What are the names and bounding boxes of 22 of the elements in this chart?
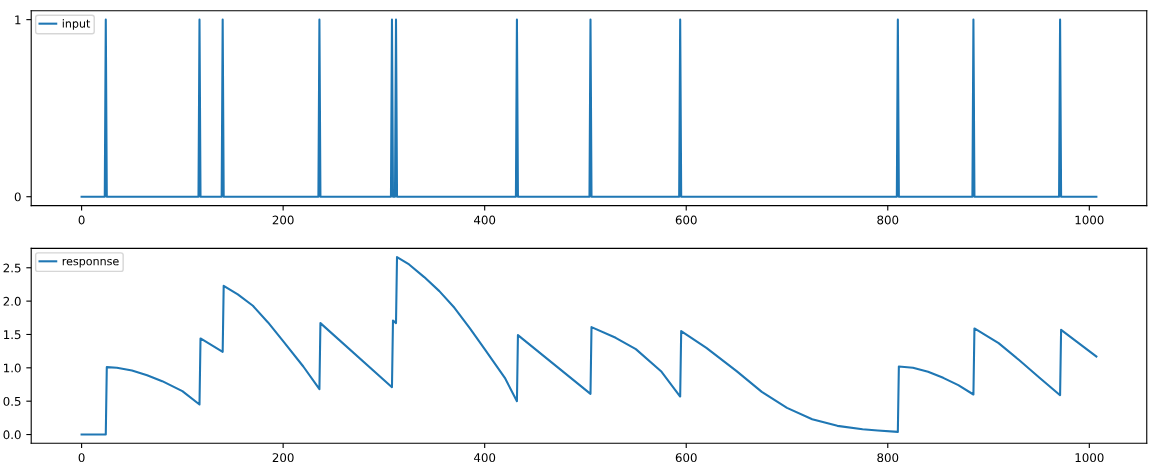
- x-tick-label: 1000: [1075, 453, 1104, 463]
- x-tick-label: 800: [877, 215, 899, 225]
- y-tick-label: 0.0: [3, 430, 21, 440]
- y-tick-label: 0.5: [3, 396, 21, 406]
- y-tick-label: 1.0: [4, 363, 21, 373]
- x-tick-label: 600: [675, 453, 697, 463]
- x-tick-label: 800: [877, 453, 899, 463]
- x-tick-label: 400: [473, 453, 496, 463]
- x-tick-label: 200: [272, 453, 294, 463]
- x-tick-label: 200: [272, 215, 294, 225]
- x-tick-label: 600: [675, 215, 697, 225]
- legend-label: responnse: [62, 258, 119, 268]
- y-tick-label: 2.5: [3, 263, 21, 273]
- y-tick-label: 1: [15, 15, 21, 25]
- legend-label: input: [62, 19, 91, 30]
- y-tick-label: 2.0: [3, 296, 21, 306]
- y-tick-label: 0: [14, 192, 21, 202]
- x-tick-label: 400: [473, 215, 496, 225]
- x-tick-label: 0: [78, 215, 85, 225]
- y-tick-label: 1.5: [4, 330, 21, 340]
- x-tick-label: 1000: [1075, 215, 1104, 225]
- x-tick-label: 0: [78, 453, 85, 463]
